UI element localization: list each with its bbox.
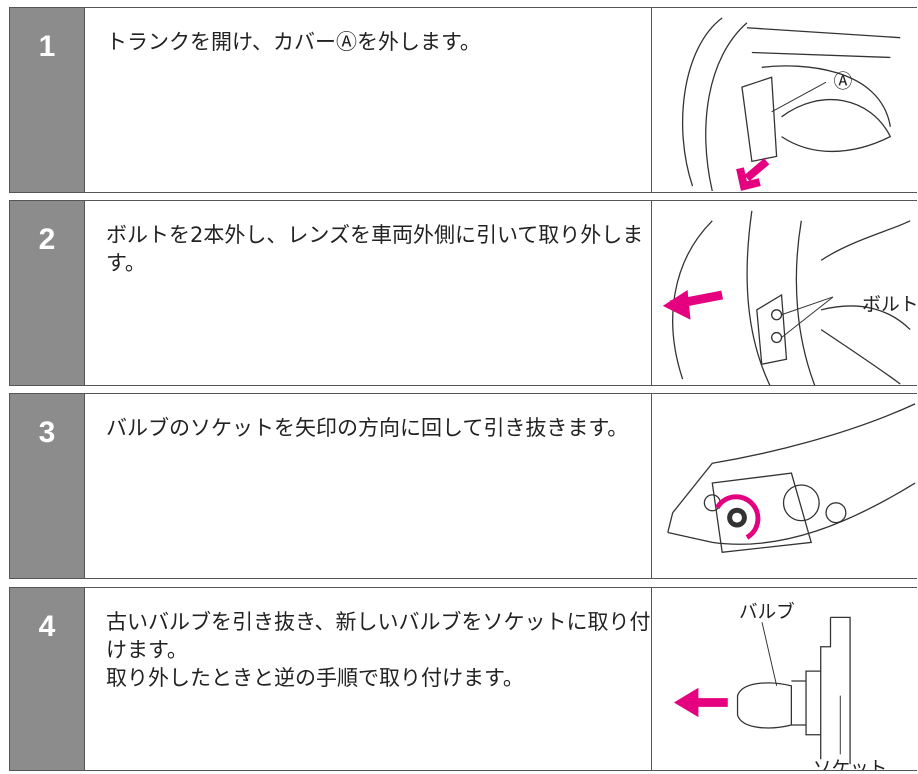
illustration [651, 394, 918, 578]
illustration: Ⓐ [651, 8, 918, 192]
step-row: 1 トランクを開け、カバーⒶを外します。 Ⓐ [9, 7, 917, 193]
instruction: 古いバルブを引き抜き、新しいバルブをソケットに取り付けます。 [106, 610, 651, 662]
callout-label: バルブ [739, 601, 795, 623]
step-text: トランクを開け、カバーⒶを外します。 [106, 28, 654, 56]
step-number: 1 [38, 30, 56, 63]
step-text: 古いバルブを引き抜き、新しいバルブをソケットに取り付けます。取り外したときと逆の… [106, 608, 654, 692]
instruction: ボルトを2本外し、レンズを車両外側に引いて取り外します。 [106, 223, 644, 275]
step-number: 3 [38, 416, 56, 449]
illustration-drawing: Ⓐ [682, 17, 901, 192]
instruction: バルブのソケットを矢印の方向に回して引き抜きます。 [106, 416, 629, 440]
instruction: トランクを開け、カバーⒶを外します。 [106, 30, 481, 54]
illustration-drawing: ボルト [662, 210, 918, 390]
step-number-box: 3 [10, 394, 85, 578]
step-number-box: 1 [10, 8, 85, 192]
step-number: 2 [38, 223, 56, 256]
step-number-box: 2 [10, 201, 85, 385]
step-row: 2 ボルトを2本外し、レンズを車両外側に引いて取り外します。 ボルト [9, 200, 918, 390]
step-number-box: 4 [10, 588, 85, 770]
illustration: バルブソケット [651, 588, 918, 774]
step-number: 4 [38, 610, 56, 643]
illustration: ボルト [651, 201, 918, 390]
instruction: 取り外したときと逆の手順で取り付けます。 [106, 666, 524, 690]
step-text: ボルトを2本外し、レンズを車両外側に引いて取り外します。 [106, 221, 654, 277]
callout-label: ソケット [813, 759, 887, 770]
step-row: 3 バルブのソケットを矢印の方向に回して引き抜きます。 [9, 393, 917, 579]
illustration-drawing [667, 403, 916, 553]
callout-label: Ⓐ [833, 71, 852, 93]
callout-label: ボルト [862, 293, 918, 315]
step-row: 4 古いバルブを引き抜き、新しいバルブをソケットに取り付けます。取り外したときと逆… [9, 587, 918, 774]
step-text: バルブのソケットを矢印の方向に回して引き抜きます。 [106, 414, 654, 442]
